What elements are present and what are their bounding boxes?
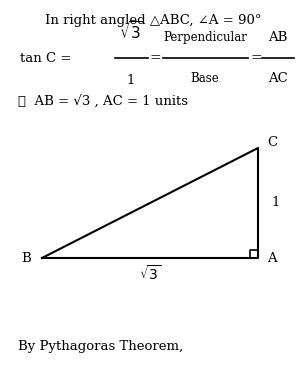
Text: =: = — [250, 51, 262, 65]
Text: By Pythagoras Theorem,: By Pythagoras Theorem, — [18, 340, 183, 353]
Text: B: B — [21, 252, 31, 265]
Text: C: C — [267, 135, 277, 148]
Text: Perpendicular: Perpendicular — [163, 31, 247, 44]
Text: tan C =: tan C = — [20, 52, 76, 65]
Text: ∴  AB = √3 , AC = 1 units: ∴ AB = √3 , AC = 1 units — [18, 95, 188, 108]
Text: A: A — [267, 252, 277, 265]
Text: =: = — [149, 51, 161, 65]
Text: 1: 1 — [127, 74, 135, 87]
Text: AC: AC — [268, 72, 288, 85]
Text: $\sqrt{3}$: $\sqrt{3}$ — [118, 20, 144, 42]
Text: Base: Base — [191, 72, 219, 85]
Text: In right angled △ABC, ∠A = 90°: In right angled △ABC, ∠A = 90° — [45, 14, 261, 27]
Text: AB: AB — [268, 31, 288, 44]
Text: $\sqrt{3}$: $\sqrt{3}$ — [139, 265, 161, 283]
Text: 1: 1 — [272, 197, 280, 210]
